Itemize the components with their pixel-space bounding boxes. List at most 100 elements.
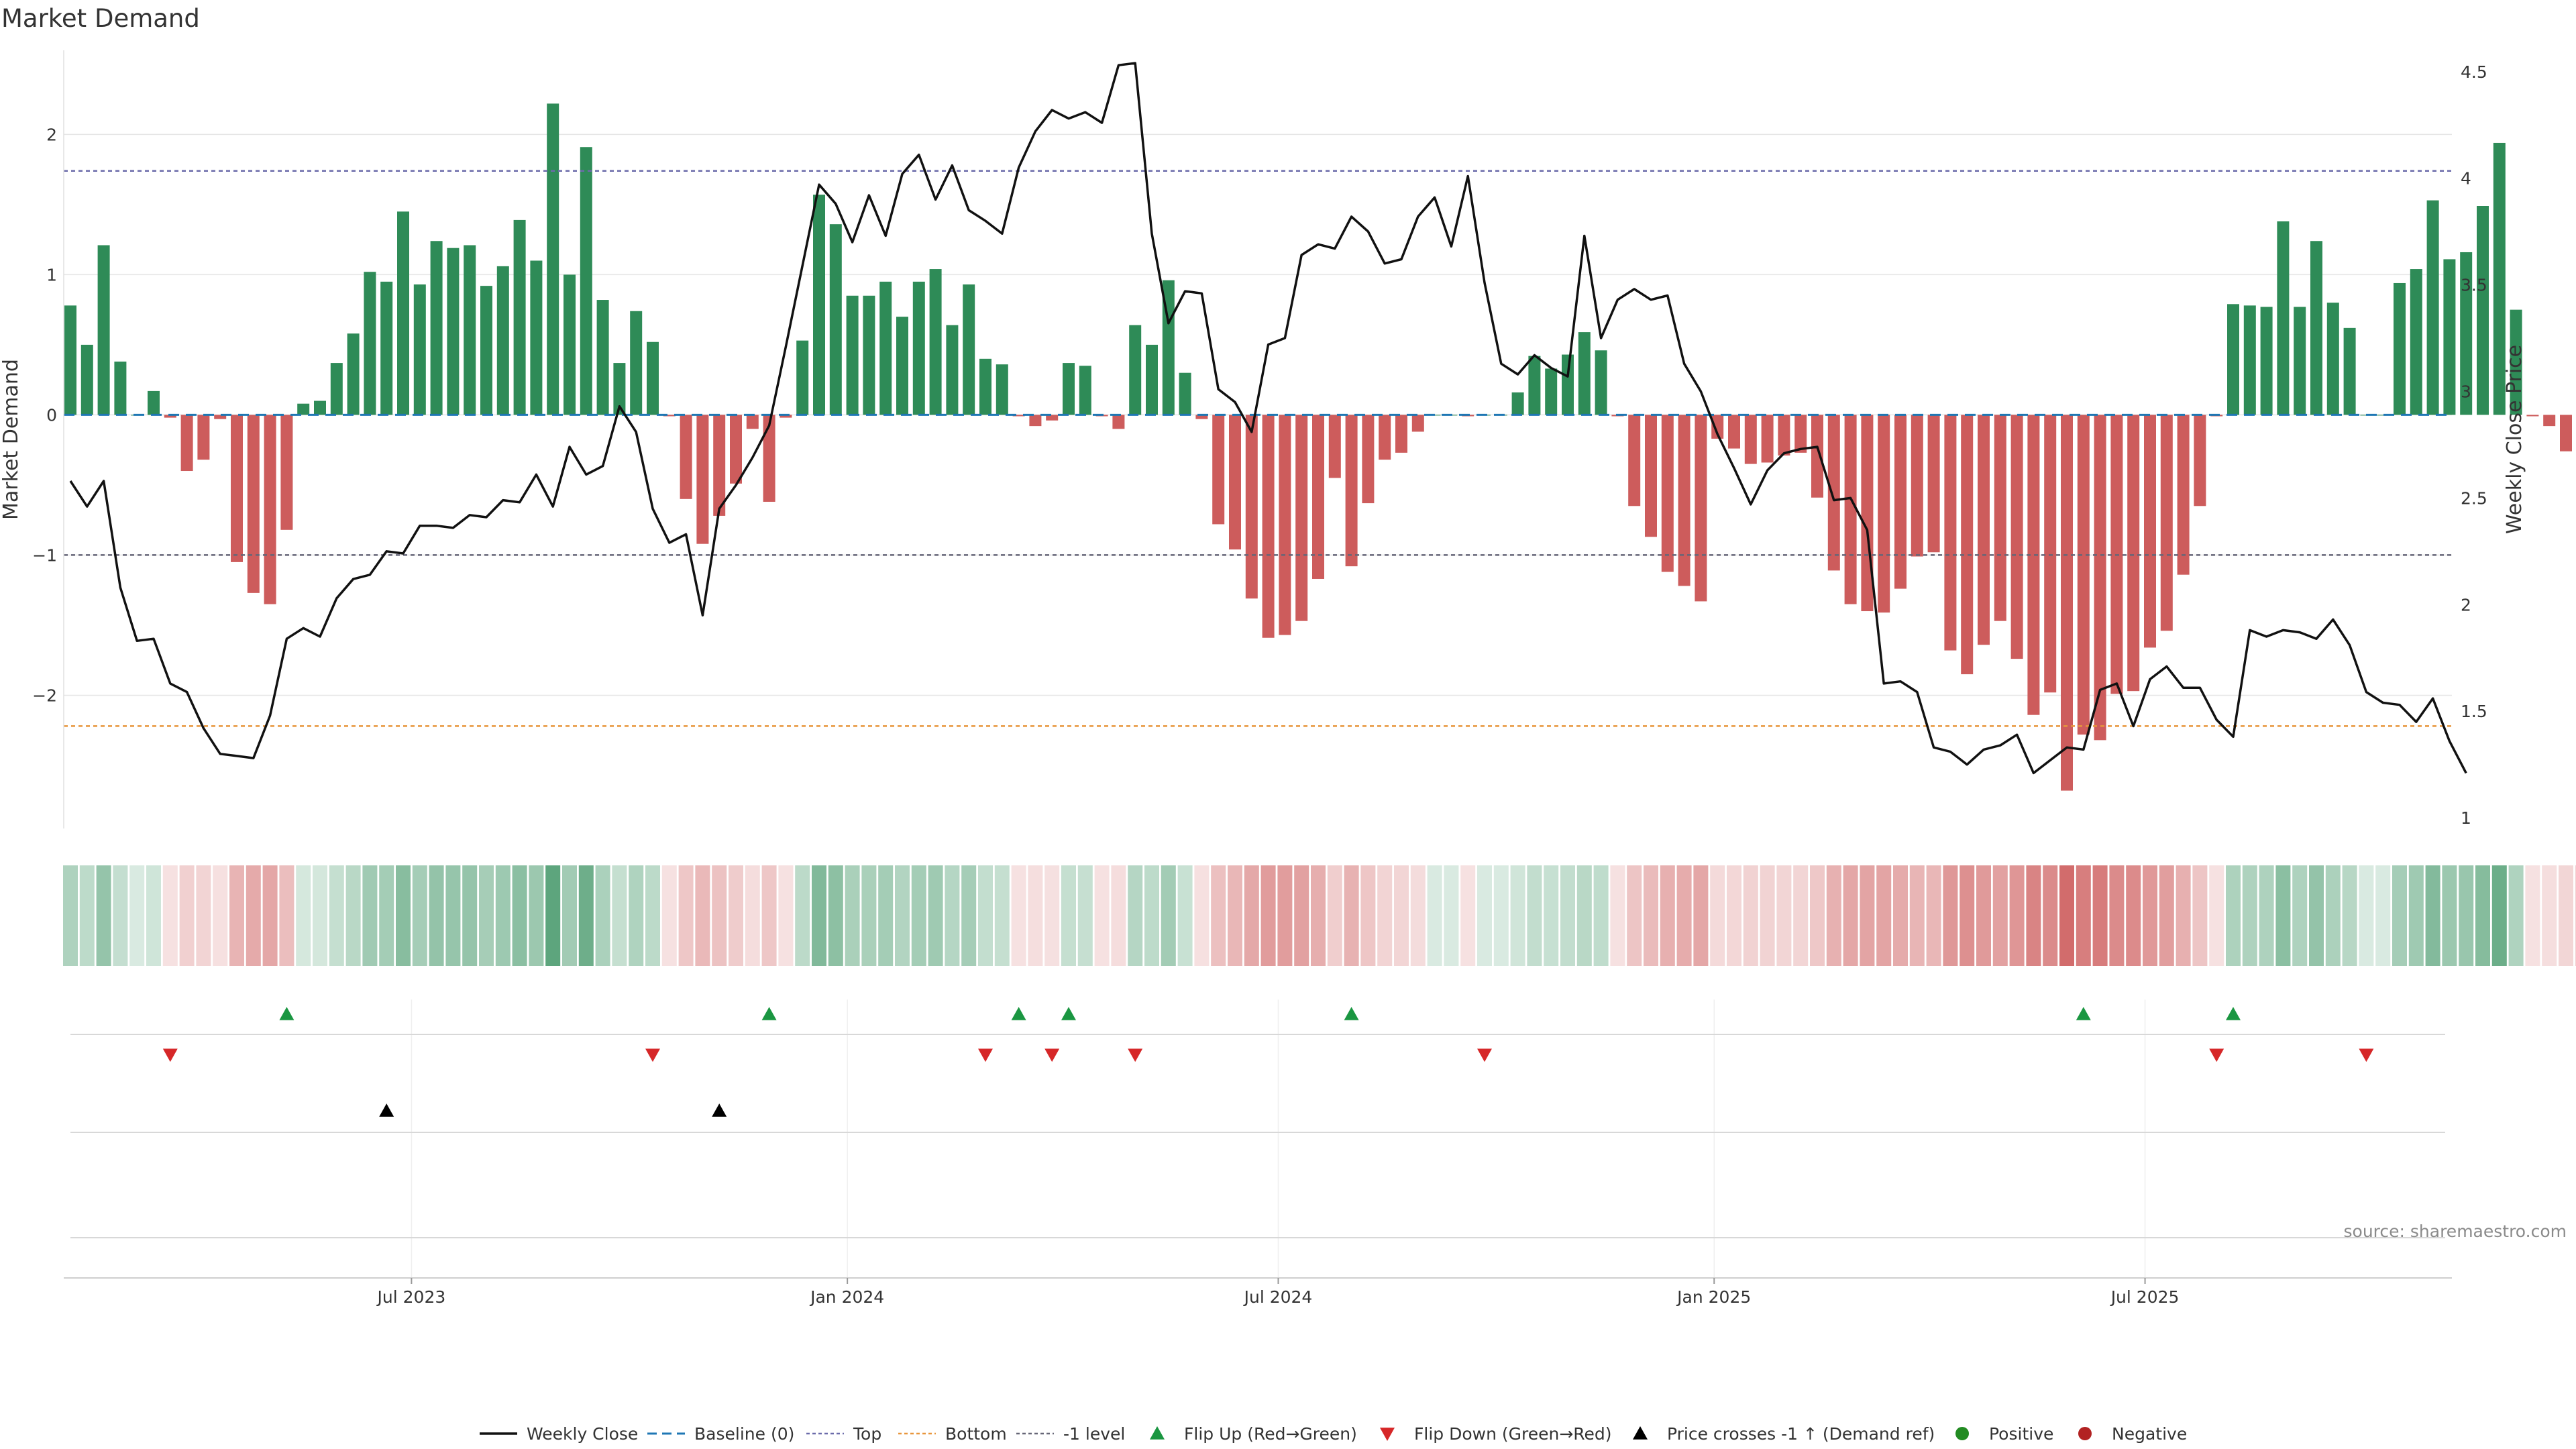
flip-up-marker [1011,1007,1026,1020]
demand-bar [2260,307,2273,415]
right-tick-label: 2 [2461,595,2471,614]
demand-heat-cell [345,865,361,966]
demand-heat-cell [129,865,145,966]
legend-label: Bottom [945,1424,1007,1444]
demand-bar [2144,415,2156,648]
demand-heat-cell [562,865,577,966]
demand-heat-cell [1477,865,1492,966]
demand-bar [264,415,276,604]
demand-bar [1212,415,1225,525]
flip-up-marker [761,1007,777,1020]
demand-bar [1511,392,1524,415]
demand-bar [979,358,991,415]
x-axis: Jul 2023 Jan 2024 Jul 2024 Jan 2025 Jul 2025 [64,1277,2452,1307]
demand-heat-cell [2159,865,2174,966]
demand-heat-cell [645,865,660,966]
demand-heat-cell [2425,865,2440,966]
demand-heat-cell [678,865,694,966]
demand-bar [330,363,343,415]
demand-heat-cell [795,865,810,966]
demand-heat-cell [1094,865,1110,966]
demand-bar [863,295,875,415]
demand-bar [1827,415,1840,571]
demand-bar [197,415,210,460]
demand-heat-cell [229,865,244,966]
demand-bar [2343,327,2356,415]
demand-heat-cell [2259,865,2274,966]
demand-heat-cell [928,865,943,966]
demand-bar [1079,366,1091,415]
demand-bar [364,272,376,415]
demand-heat-cell [113,865,128,966]
demand-heat-cell [895,865,910,966]
demand-bar [1012,415,1025,417]
demand-bar [1262,415,1275,638]
demand-bar [996,364,1008,415]
demand-bars [64,103,2572,791]
demand-heat-cell [1444,865,1459,966]
demand-heat-cell [578,865,594,966]
grid-layer [64,133,2452,1278]
legend-label: -1 level [1063,1424,1125,1444]
demand-heat-cell [712,865,727,966]
demand-bar [2227,304,2239,415]
demand-heat-cell [2408,865,2424,966]
demand-bar [180,415,193,472]
demand-bar [413,284,426,415]
demand-bar [2177,415,2190,575]
demand-heat-cell [595,865,610,966]
x-tick-label: Jul 2024 [1243,1287,1313,1307]
demand-bar [2310,241,2322,415]
demand-heat-cell [961,865,977,966]
demand-heat-cell [1960,865,1975,966]
demand-bar [2077,415,2090,735]
demand-heat-cell [196,865,211,966]
demand-bar [912,281,925,415]
demand-heat-cell [978,865,993,966]
demand-heat-cell [629,865,644,966]
demand-bar [231,415,243,562]
demand-heat-cell [96,865,111,966]
demand-heat-cell [2192,865,2208,966]
demand-bar [896,317,908,415]
demand-heat-cell [213,865,228,966]
demand-bar [148,390,160,415]
demand-heat-cell [1527,865,1542,966]
demand-bar [1379,415,1391,460]
demand-heat-cell [1909,865,1925,966]
demand-heat-cell [1676,865,1692,966]
demand-heat-cell [2275,865,2291,966]
demand-heat-cell [2525,865,2540,966]
demand-heat-cell [2292,865,2308,966]
demand-heat-cell [512,865,527,966]
axes: 2 1 0 −1 −2 1 1.5 2 2.5 3 3.5 4 4.5 [32,50,2487,828]
demand-heat-cell [2309,865,2324,966]
demand-bar [730,415,742,484]
demand-heat-cell [1710,865,1725,966]
demand-heat-cell [2559,865,2573,966]
right-axis-title: Weekly Close Price [2503,345,2526,534]
demand-bar [1328,415,1341,478]
demand-bar [1295,415,1308,621]
demand-heat-cell [1510,865,1525,966]
demand-heat-cell [2009,865,2025,966]
left-tick-label: 0 [46,405,57,425]
demand-heat-cell [429,865,444,966]
demand-bar [630,311,643,415]
demand-bar [1179,372,1191,415]
demand-bar [879,281,892,415]
demand-bar [1195,415,1208,419]
demand-heat-cell [445,865,461,966]
demand-heat-cell [2475,865,2490,966]
demand-bar [813,195,825,415]
demand-bar [2027,415,2040,715]
demand-heat-cell [1327,865,1342,966]
demand-heat-cell [379,865,394,966]
demand-bar [1578,332,1591,415]
demand-bar [680,415,692,499]
demand-heat-cell [612,865,627,966]
demand-heat-cell [1593,865,1609,966]
demand-heat-cell [1294,865,1309,966]
demand-bar [1778,415,1790,456]
flip-up-marker [2226,1007,2241,1020]
